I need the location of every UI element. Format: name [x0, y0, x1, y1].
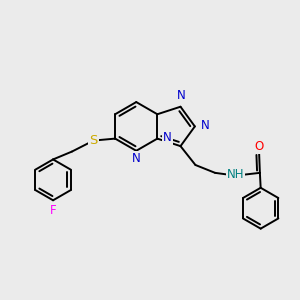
Text: N: N: [163, 131, 172, 144]
Text: F: F: [50, 204, 56, 217]
Text: N: N: [132, 152, 141, 165]
Text: NH: NH: [227, 168, 244, 181]
Text: S: S: [89, 134, 98, 147]
Text: N: N: [201, 119, 209, 132]
Text: N: N: [177, 89, 186, 102]
Text: O: O: [254, 140, 264, 153]
